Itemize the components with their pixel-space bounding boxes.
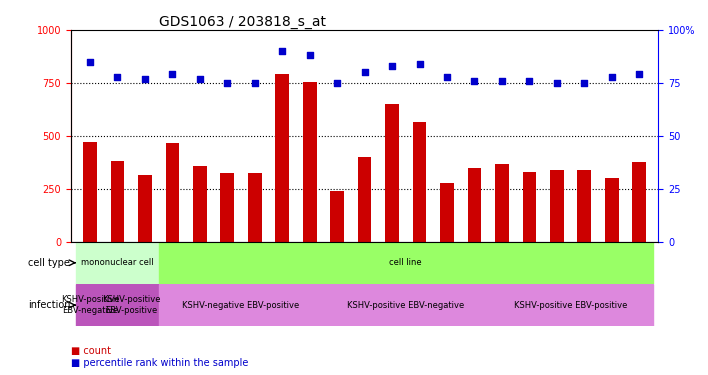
Bar: [523, 172, 536, 242]
Point: [139, 76, 151, 82]
Bar: [440, 183, 454, 242]
Text: ■ percentile rank within the sample: ■ percentile rank within the sample: [71, 358, 249, 368]
Bar: [76, 284, 104, 326]
Point: [304, 53, 315, 58]
Text: mononuclear cell: mononuclear cell: [81, 258, 154, 267]
Point: [84, 59, 96, 65]
Point: [387, 63, 398, 69]
Text: KSHV-positive EBV-negative: KSHV-positive EBV-negative: [347, 301, 464, 310]
Point: [524, 78, 535, 84]
Bar: [303, 82, 316, 242]
Bar: [138, 175, 152, 242]
Bar: [413, 122, 426, 242]
Point: [167, 71, 178, 78]
Point: [222, 80, 233, 86]
Text: KSHV-positive
EBV-negative: KSHV-positive EBV-negative: [61, 296, 119, 315]
Bar: [358, 157, 372, 242]
Point: [496, 78, 508, 84]
Bar: [324, 284, 489, 326]
Bar: [605, 178, 619, 242]
Bar: [331, 191, 344, 242]
Point: [249, 80, 261, 86]
Bar: [495, 164, 509, 242]
Bar: [632, 162, 646, 242]
Bar: [489, 284, 653, 326]
Bar: [159, 284, 324, 326]
Bar: [104, 284, 159, 326]
Text: ■ count: ■ count: [71, 346, 110, 356]
Text: infection: infection: [28, 300, 70, 310]
Text: KSHV-positive
EBV-positive: KSHV-positive EBV-positive: [102, 296, 161, 315]
Bar: [159, 242, 653, 284]
Text: cell line: cell line: [389, 258, 422, 267]
Point: [414, 61, 426, 67]
Point: [112, 74, 123, 80]
Text: GDS1063 / 203818_s_at: GDS1063 / 203818_s_at: [159, 15, 326, 29]
Bar: [248, 173, 262, 242]
Point: [194, 76, 205, 82]
Point: [277, 48, 288, 54]
Bar: [76, 242, 159, 284]
Point: [578, 80, 590, 86]
Bar: [550, 170, 564, 242]
Text: KSHV-negative EBV-positive: KSHV-negative EBV-positive: [183, 301, 299, 310]
Bar: [467, 168, 481, 242]
Point: [606, 74, 617, 80]
Bar: [275, 74, 289, 242]
Point: [359, 69, 370, 75]
Bar: [193, 166, 207, 242]
Point: [551, 80, 562, 86]
Point: [441, 74, 452, 80]
Bar: [385, 104, 399, 242]
Text: KSHV-positive EBV-positive: KSHV-positive EBV-positive: [514, 301, 627, 310]
Point: [634, 71, 645, 78]
Bar: [578, 170, 591, 242]
Bar: [110, 161, 125, 242]
Point: [331, 80, 343, 86]
Text: cell type: cell type: [28, 258, 70, 268]
Bar: [220, 173, 234, 242]
Point: [469, 78, 480, 84]
Bar: [83, 142, 97, 242]
Bar: [166, 143, 179, 242]
